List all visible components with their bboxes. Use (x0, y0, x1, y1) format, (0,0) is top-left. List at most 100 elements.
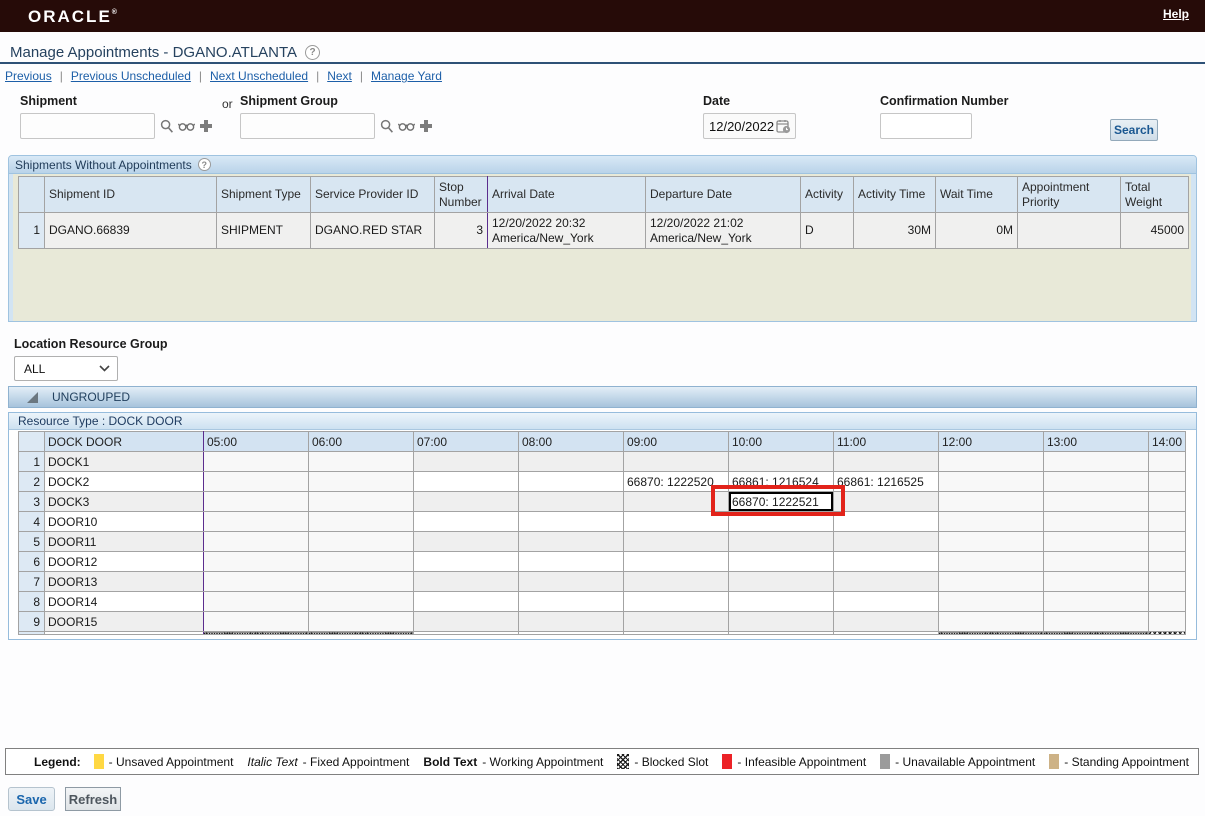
help-link[interactable]: Help (1162, 7, 1189, 21)
blocked-slot-cell (308, 611, 414, 632)
slot-cell[interactable] (833, 611, 939, 632)
slot-cell[interactable] (728, 591, 834, 612)
blocked-slot-cell (938, 491, 1044, 512)
slot-cell[interactable] (623, 511, 729, 532)
slot-cell[interactable] (413, 551, 519, 572)
slot-cell[interactable] (413, 491, 519, 512)
slot-cell[interactable] (623, 531, 729, 552)
saved-query-glasses-icon[interactable] (178, 120, 195, 132)
slot-cell[interactable] (728, 611, 834, 632)
shipment-row[interactable]: 1 DGANO.66839 SHIPMENT DGANO.RED STAR 3 12/20… (18, 212, 1189, 249)
row-number-cell: 5 (18, 531, 45, 552)
blocked-slot-cell (203, 571, 309, 592)
save-button[interactable]: Save (8, 787, 55, 811)
location-resource-group-select[interactable]: ALL (14, 356, 118, 381)
nav-link-next[interactable]: Next (327, 69, 352, 83)
legend-text: - Infeasible Appointment (737, 754, 867, 769)
shipments-table: Shipment ID Shipment Type Service Provider… (18, 176, 1189, 249)
slot-cell[interactable] (413, 471, 519, 492)
blocked-slot-cell (1043, 511, 1149, 532)
confirmation-number-input[interactable] (880, 113, 972, 139)
shipment-group-input[interactable] (240, 113, 375, 139)
blocked-slot-cell (1148, 551, 1186, 572)
slot-cell[interactable] (518, 551, 624, 572)
slot-cell[interactable] (518, 591, 624, 612)
slot-cell[interactable] (518, 611, 624, 632)
refresh-button[interactable]: Refresh (65, 787, 121, 811)
nav-link-previous[interactable]: Previous (5, 69, 52, 83)
slot-cell[interactable] (623, 611, 729, 632)
slot-cell[interactable] (728, 511, 834, 532)
dock-door-row: 3 DOCK3 66870: 1222521 (18, 491, 1186, 512)
slot-cell[interactable] (518, 451, 624, 472)
page-help-icon[interactable]: ? (305, 45, 321, 60)
door-name (44, 631, 204, 635)
appointment-cell[interactable]: 66870: 1222521 (728, 491, 834, 512)
slot-cell[interactable] (413, 571, 519, 592)
dock-door-schedule-grid: DOCK DOOR 05:00 06:00 07:00 08:00 09:00 10:00 1… (18, 431, 1186, 635)
slot-cell[interactable] (833, 571, 939, 592)
cell-stop_number: 3 (434, 212, 488, 249)
appointment-cell[interactable]: 66861: 1216525 (833, 471, 939, 492)
shipments-empty-area (9, 249, 1196, 321)
slot-cell[interactable] (518, 491, 624, 512)
dock-door-row: 1 DOCK1 (18, 451, 1186, 472)
slot-cell[interactable] (623, 491, 729, 512)
nav-link-previous-unscheduled[interactable]: Previous Unscheduled (70, 69, 191, 83)
appointment-cell[interactable]: 66870: 1222520 (623, 471, 729, 492)
slot-cell[interactable] (833, 531, 939, 552)
slot-cell[interactable] (518, 511, 624, 532)
slot-cell[interactable] (413, 611, 519, 632)
calendar-icon[interactable] (776, 119, 791, 134)
slot-cell (833, 631, 939, 635)
slot-cell[interactable] (623, 591, 729, 612)
search-button[interactable]: Search (1110, 119, 1158, 141)
slot-cell[interactable] (518, 471, 624, 492)
slot-cell[interactable] (833, 451, 939, 472)
legend-text: - Working Appointment (482, 754, 604, 769)
blocked-slot-cell (938, 551, 1044, 572)
slot-cell[interactable] (728, 551, 834, 572)
slot-cell[interactable] (518, 571, 624, 592)
legend-swatch-yellow (93, 754, 104, 769)
slot-cell[interactable] (518, 531, 624, 552)
search-icon[interactable] (160, 119, 174, 134)
slot-cell[interactable] (833, 491, 939, 512)
collapse-triangle-icon[interactable] (27, 391, 38, 403)
column-header-service_provider_id: Service Provider ID (310, 176, 435, 213)
nav-separator: | (198, 69, 203, 83)
column-header-appointment_priority: Appointment Priority (1017, 176, 1121, 213)
ungrouped-group-header[interactable]: UNGROUPED (8, 386, 1197, 408)
slot-cell[interactable] (728, 531, 834, 552)
slot-cell[interactable] (623, 571, 729, 592)
slot-cell[interactable] (413, 511, 519, 532)
blocked-slot-cell (203, 471, 309, 492)
slot-cell[interactable] (833, 551, 939, 572)
slot-cell[interactable] (623, 551, 729, 572)
row-number-cell: 6 (18, 551, 45, 572)
nav-link-next-unscheduled[interactable]: Next Unscheduled (210, 69, 309, 83)
slot-cell[interactable] (623, 451, 729, 472)
shipments-panel-help-icon[interactable]: ? (197, 158, 211, 171)
slot-cell[interactable] (728, 571, 834, 592)
slot-cell[interactable] (833, 591, 939, 612)
slot-cell[interactable] (833, 511, 939, 532)
door-name: DOOR10 (44, 511, 204, 532)
row-number-header (18, 176, 45, 213)
new-shipment-group-plus-icon[interactable] (419, 119, 433, 133)
blocked-slot-cell (938, 611, 1044, 632)
appointment-cell[interactable]: 66861: 1216524 (728, 471, 834, 492)
search-icon[interactable] (380, 119, 394, 134)
slot-cell[interactable] (413, 591, 519, 612)
nav-link-manage-yard[interactable]: Manage Yard (371, 69, 442, 83)
door-column-header: DOCK DOOR (44, 431, 204, 452)
slot-cell[interactable] (413, 531, 519, 552)
selected-resource-group: ALL (24, 361, 46, 376)
slot-cell[interactable] (728, 451, 834, 472)
slot-cell[interactable] (413, 451, 519, 472)
ungrouped-label: UNGROUPED (52, 390, 131, 404)
date-input[interactable] (703, 113, 796, 139)
saved-query-glasses-icon[interactable] (398, 120, 415, 132)
shipment-input[interactable] (20, 113, 155, 139)
new-shipment-plus-icon[interactable] (199, 119, 213, 133)
